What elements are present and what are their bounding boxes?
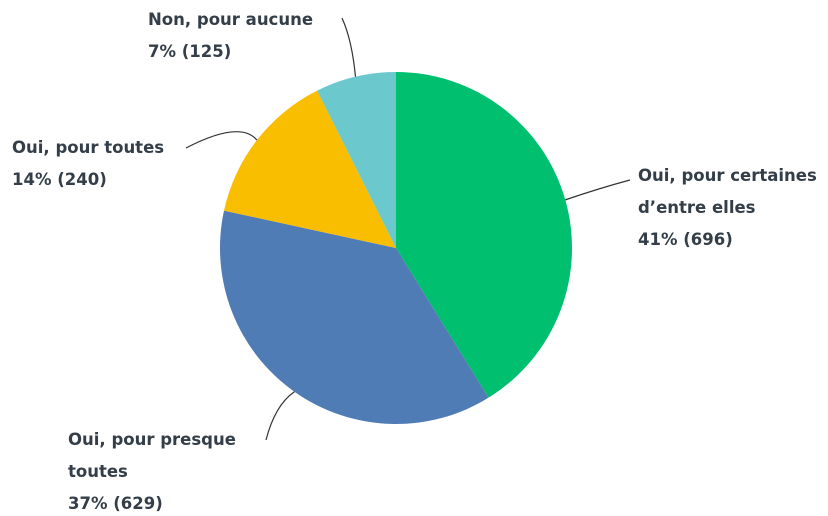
slice-label: Non, pour aucune 7% (125) <box>148 4 348 68</box>
leader-line <box>185 131 258 149</box>
value-label: 14% (240) <box>12 170 107 189</box>
category-label: Oui, pour presque toutes <box>68 430 236 481</box>
category-label: Oui, pour certaines d’entre elles <box>638 166 817 217</box>
leader-line <box>565 179 631 201</box>
pie-slice <box>219 210 489 425</box>
pie-slice <box>396 72 573 398</box>
pie-slice <box>317 72 396 248</box>
leader-line <box>341 17 357 77</box>
value-label: 37% (629) <box>68 494 163 513</box>
category-label: Oui, pour toutes <box>12 138 165 157</box>
pie-slice <box>224 90 396 248</box>
leader-line <box>265 391 295 441</box>
category-label: Non, pour aucune <box>148 10 314 29</box>
slice-label: Oui, pour toutes 14% (240) <box>12 132 212 196</box>
slice-label: Oui, pour presque toutes 37% (629) <box>68 424 268 516</box>
value-label: 41% (696) <box>638 230 733 249</box>
value-label: 7% (125) <box>148 42 232 61</box>
slice-label: Oui, pour certaines d’entre elles 41% (69… <box>638 160 828 256</box>
